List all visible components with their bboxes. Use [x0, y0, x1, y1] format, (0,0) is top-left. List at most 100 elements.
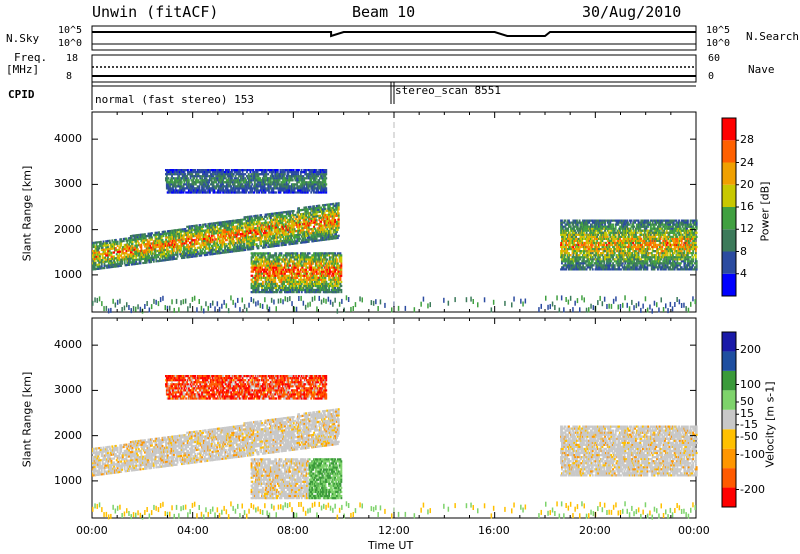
power-cell: [298, 185, 301, 188]
power-cell: [249, 189, 252, 192]
power-cell: [178, 175, 181, 178]
power-cell: [174, 245, 177, 248]
power-cell: [201, 189, 203, 192]
power-cell: [252, 169, 255, 172]
power-cell: [337, 234, 340, 237]
power-cell: [156, 254, 159, 257]
power-cell: [270, 282, 273, 285]
power-cell: [263, 175, 266, 178]
power-cell: [104, 256, 107, 259]
power-cell: [312, 219, 315, 222]
power-cell: [116, 248, 119, 252]
power-cell: [196, 250, 199, 253]
power-cell: [256, 232, 259, 236]
power-cell: [98, 251, 101, 254]
power-cell: [182, 248, 185, 251]
power-cell: [322, 204, 325, 207]
power-cell: [125, 237, 128, 240]
power-cell: [232, 185, 235, 188]
power-cell: [134, 250, 137, 253]
power-cell: [99, 257, 101, 260]
power-cell: [183, 256, 186, 259]
power-cell: [251, 235, 254, 238]
power-cell: [213, 189, 216, 192]
power-cell: [222, 169, 225, 172]
power-cell: [183, 242, 186, 245]
power-cell: [226, 187, 229, 190]
power-cell: [178, 173, 181, 176]
power-cell: [185, 240, 188, 243]
power-cell: [318, 229, 321, 232]
power-cell: [219, 233, 222, 236]
power-cell: [229, 246, 232, 249]
power-cell: [227, 183, 230, 186]
power-cell: [203, 177, 206, 180]
power-cell: [292, 291, 295, 294]
power-cell: [181, 169, 184, 172]
power-cell: [110, 253, 113, 256]
power-cell: [281, 213, 284, 216]
power-cell: [176, 243, 179, 246]
power-cell: [312, 217, 315, 220]
power-cell: [129, 247, 132, 250]
power-cell: [232, 250, 235, 253]
power-cell: [277, 224, 280, 227]
power-cell: [325, 171, 328, 174]
power-cell: [173, 239, 176, 242]
power-cell: [131, 244, 134, 248]
power-cell: [305, 171, 307, 174]
power-cell: [287, 241, 290, 244]
power-cell: [180, 246, 182, 249]
power-cell: [225, 222, 227, 225]
power-cell: [281, 181, 284, 184]
power-cell: [136, 252, 138, 255]
power-cell: [263, 183, 266, 186]
power-cell: [271, 243, 274, 246]
power-cell: [155, 260, 158, 263]
power-cell: [113, 251, 115, 254]
power-cell: [257, 245, 260, 248]
power-cell: [257, 268, 260, 271]
power-cell: [208, 245, 211, 248]
power-cell: [273, 216, 276, 219]
power-cell: [320, 175, 323, 178]
power-cell: [173, 253, 175, 257]
power-cell: [325, 187, 328, 190]
power-cell: [279, 175, 282, 178]
power-cell: [297, 237, 300, 241]
power-cell: [135, 256, 138, 259]
power-cell: [262, 264, 265, 267]
power-cell: [293, 238, 296, 241]
power-cell: [287, 268, 290, 271]
power-cell: [205, 251, 208, 254]
power-cell: [166, 248, 169, 251]
power-cell: [187, 185, 190, 188]
power-cell: [288, 262, 291, 265]
power-cell: [315, 177, 318, 180]
power-cell: [263, 240, 266, 243]
power-cell: [185, 169, 188, 172]
power-cell: [250, 270, 253, 273]
power-cell: [170, 177, 173, 180]
power-cell: [264, 187, 267, 190]
power-cell: [262, 232, 265, 235]
power-cell: [244, 218, 247, 221]
power-cell: [285, 187, 288, 190]
power-cell: [246, 189, 248, 192]
power-cell: [254, 175, 257, 178]
power-cell: [191, 241, 194, 244]
power-cell: [276, 230, 278, 233]
power-cell: [294, 213, 297, 216]
power-cell: [192, 171, 195, 174]
power-cell: [262, 217, 265, 221]
power-cell: [143, 251, 145, 254]
power-cell: [327, 225, 330, 229]
power-cell: [316, 239, 319, 242]
power-cell: [250, 282, 253, 285]
power-cell: [265, 244, 268, 247]
power-cell: [310, 191, 313, 194]
power-cell: [213, 248, 216, 251]
power-cell: [232, 230, 234, 233]
power-cell: [151, 232, 153, 235]
power-cell: [243, 240, 246, 243]
